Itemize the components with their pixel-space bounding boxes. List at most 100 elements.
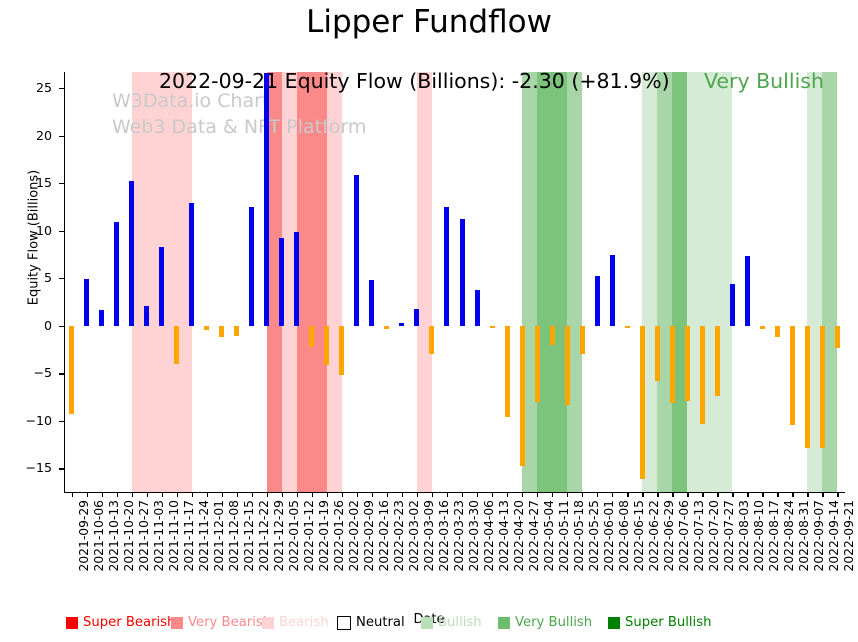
bar[interactable]: [594, 276, 600, 326]
x-tick: [431, 492, 434, 497]
x-tick-label: 2021-11-10: [166, 500, 181, 572]
legend-swatch-icon: [66, 616, 78, 629]
bar[interactable]: [249, 206, 255, 326]
legend-label: Very Bullish: [515, 615, 593, 630]
sentiment-band-bullish: [807, 72, 823, 492]
bar[interactable]: [699, 325, 705, 424]
legend-item[interactable]: Bearish: [262, 615, 329, 630]
bar[interactable]: [774, 325, 780, 338]
y-tick-label: −15: [25, 460, 52, 476]
sentiment-band-mid_bullish: [822, 72, 838, 492]
bar[interactable]: [579, 325, 585, 355]
sentiment-band-very_bullish: [537, 72, 568, 492]
bar[interactable]: [234, 325, 240, 337]
sentiment-band-bearish: [416, 72, 432, 492]
x-tick: [717, 492, 719, 497]
sentiment-band-bullish: [642, 72, 658, 492]
bar[interactable]: [369, 280, 375, 326]
bar[interactable]: [534, 325, 540, 402]
bar[interactable]: [834, 325, 840, 348]
legend-label: Super Bearish: [83, 615, 176, 630]
x-tick: [582, 492, 584, 497]
y-tick-label: 15: [35, 175, 52, 191]
chart-title: Lipper Fundflow: [306, 4, 552, 40]
bar[interactable]: [519, 325, 525, 467]
x-tick-label: 2022-01-12: [301, 500, 316, 572]
bar[interactable]: [339, 325, 345, 376]
bar[interactable]: [309, 325, 315, 347]
x-tick: [657, 492, 659, 497]
bar[interactable]: [744, 256, 750, 326]
bar[interactable]: [324, 325, 330, 365]
bar[interactable]: [729, 283, 735, 326]
bar[interactable]: [549, 325, 555, 345]
bar[interactable]: [204, 325, 210, 330]
bar[interactable]: [759, 325, 765, 329]
bar[interactable]: [789, 325, 795, 426]
x-tick: [176, 492, 178, 497]
bar[interactable]: [384, 325, 390, 329]
legend-swatch-icon: [337, 615, 351, 630]
bar[interactable]: [429, 325, 435, 355]
x-tick-label: 2022-07-27: [722, 500, 737, 572]
x-tick: [446, 492, 449, 497]
y-tick-label: 10: [35, 222, 52, 238]
bar[interactable]: [129, 181, 135, 326]
legend-item[interactable]: Super Bullish: [608, 615, 711, 630]
bar[interactable]: [819, 325, 825, 449]
bar[interactable]: [504, 325, 510, 417]
bar[interactable]: [99, 309, 105, 326]
legend-item[interactable]: Very Bearish: [171, 615, 271, 630]
x-tick-label: 2021-09-29: [76, 500, 91, 572]
x-tick: [492, 492, 494, 497]
bar[interactable]: [474, 289, 480, 326]
legend-item[interactable]: Super Bearish: [66, 615, 175, 630]
x-tick: [837, 492, 839, 497]
bar[interactable]: [294, 231, 300, 326]
bar[interactable]: [669, 325, 675, 403]
bar[interactable]: [279, 238, 285, 326]
x-tick: [341, 492, 344, 497]
bar[interactable]: [189, 203, 195, 326]
x-tick-label: 2022-05-04: [542, 500, 557, 572]
bar[interactable]: [714, 325, 720, 397]
bar[interactable]: [489, 325, 495, 328]
y-tick: [59, 468, 64, 470]
x-tick: [101, 492, 103, 497]
bar[interactable]: [69, 325, 74, 415]
bar[interactable]: [219, 325, 225, 338]
sentiment-band-bearish: [326, 72, 342, 492]
sentiment-band-very_bearish: [296, 72, 327, 492]
bar[interactable]: [414, 308, 420, 326]
x-tick-label: 2022-06-15: [632, 500, 647, 572]
bar[interactable]: [444, 206, 450, 326]
legend-item[interactable]: Bullish: [421, 615, 482, 630]
bar[interactable]: [354, 174, 360, 326]
bar[interactable]: [654, 325, 660, 381]
x-tick-label: 2021-10-27: [136, 500, 151, 572]
bar[interactable]: [84, 279, 90, 326]
x-tick-label: 2022-04-13: [497, 500, 512, 572]
chart-legend: Super Bearish Very Bearish Bearish Neutral B…: [0, 615, 858, 641]
legend-item[interactable]: Very Bullish: [498, 615, 592, 630]
legend-item[interactable]: Neutral: [337, 615, 405, 630]
bar[interactable]: [174, 325, 180, 364]
y-tick: [59, 183, 64, 185]
x-tick-label: 2022-08-31: [797, 500, 812, 572]
bar[interactable]: [609, 255, 615, 326]
bar[interactable]: [564, 325, 570, 405]
bar[interactable]: [804, 325, 810, 449]
bar[interactable]: [639, 325, 645, 479]
y-tick: [59, 88, 64, 90]
bar[interactable]: [624, 325, 630, 328]
x-tick-label: 2022-08-24: [782, 500, 797, 572]
bar[interactable]: [459, 219, 465, 326]
bar[interactable]: [114, 222, 120, 326]
x-tick: [416, 492, 419, 497]
bar[interactable]: [264, 72, 270, 326]
bar[interactable]: [159, 246, 165, 326]
bar[interactable]: [399, 322, 405, 326]
bar[interactable]: [144, 305, 150, 326]
bar[interactable]: [684, 325, 690, 401]
